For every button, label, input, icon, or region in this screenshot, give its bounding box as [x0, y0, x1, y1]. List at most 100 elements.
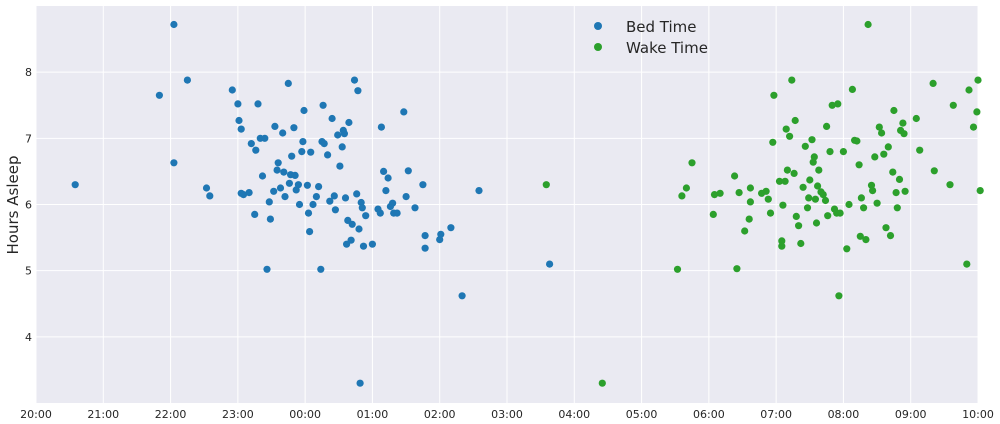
data-point	[437, 230, 445, 238]
x-tick-label: 03:00	[491, 408, 523, 421]
legend-item[interactable]: Wake Time	[594, 39, 708, 57]
data-point	[288, 152, 296, 160]
series-wake-time	[542, 20, 984, 387]
data-point	[276, 184, 285, 192]
data-points	[71, 20, 984, 387]
data-point	[298, 148, 306, 156]
data-point	[155, 91, 163, 99]
data-point	[377, 123, 385, 131]
data-point	[965, 86, 973, 94]
data-point	[280, 168, 288, 176]
x-tick-labels: 20:00 21:00 22:00 23:00 00:00 01:00 02:00 03:00…	[20, 408, 994, 421]
data-point	[336, 162, 344, 170]
data-point	[946, 181, 954, 189]
data-point	[890, 106, 898, 115]
data-point	[71, 181, 79, 189]
data-point	[354, 87, 362, 95]
data-point	[916, 146, 924, 154]
data-point	[309, 200, 317, 209]
data-point	[845, 200, 853, 209]
data-point	[973, 108, 981, 116]
data-point	[974, 76, 982, 84]
data-point	[892, 189, 900, 197]
data-point	[358, 204, 366, 212]
data-point	[969, 123, 978, 131]
data-point	[783, 166, 792, 174]
data-point	[411, 204, 419, 212]
data-point	[273, 166, 281, 174]
data-point	[857, 194, 866, 202]
data-point	[814, 182, 822, 190]
legend-marker	[594, 43, 602, 51]
legend-item[interactable]: Bed Time	[594, 18, 697, 36]
data-point	[779, 201, 787, 209]
data-point	[878, 129, 886, 137]
data-point	[808, 136, 816, 144]
data-point	[930, 167, 938, 175]
data-point	[340, 130, 348, 138]
data-point	[976, 187, 984, 195]
data-point	[546, 260, 554, 268]
data-point	[317, 265, 325, 273]
data-point	[341, 194, 350, 202]
x-tick-label: 07:00	[760, 408, 792, 421]
data-point	[805, 194, 813, 202]
data-point	[716, 189, 724, 197]
data-point	[376, 209, 384, 217]
data-point	[380, 167, 388, 175]
data-point	[862, 236, 870, 244]
data-point	[447, 224, 455, 232]
data-point	[306, 228, 314, 236]
x-tick-label: 20:00	[20, 408, 52, 421]
data-point	[324, 151, 332, 159]
data-point	[812, 219, 821, 227]
data-point	[795, 222, 803, 230]
data-point	[688, 159, 696, 167]
x-tick-label: 04:00	[558, 408, 590, 421]
data-point	[741, 227, 749, 235]
data-point	[873, 199, 881, 207]
data-point	[290, 124, 298, 132]
data-point	[234, 100, 242, 108]
data-point	[291, 171, 299, 179]
data-point	[864, 20, 872, 29]
data-point	[823, 122, 831, 130]
data-point	[775, 177, 784, 185]
data-point	[778, 242, 786, 250]
data-point	[319, 101, 327, 109]
y-tick-label: 4	[25, 331, 32, 344]
data-point	[598, 379, 606, 387]
data-point	[735, 189, 743, 197]
data-point	[271, 122, 279, 130]
x-tick-label: 23:00	[222, 408, 254, 421]
data-point	[338, 143, 346, 151]
data-point	[326, 197, 334, 205]
data-point	[810, 153, 818, 161]
data-point	[826, 148, 834, 156]
data-point	[261, 134, 269, 142]
data-point	[781, 177, 789, 185]
data-point	[884, 143, 892, 151]
data-point	[769, 138, 777, 146]
data-point	[709, 210, 717, 218]
data-point	[183, 76, 191, 84]
data-point	[303, 181, 311, 189]
x-tick-label: 02:00	[424, 408, 456, 421]
data-point	[799, 183, 807, 191]
data-point	[855, 161, 863, 169]
data-point	[770, 91, 778, 99]
data-point	[247, 140, 255, 148]
data-point	[356, 379, 364, 387]
data-point	[458, 292, 466, 300]
data-point	[285, 179, 293, 187]
data-point	[843, 245, 851, 253]
data-point	[834, 100, 842, 108]
legend[interactable]: Bed Time Wake Time	[594, 18, 708, 57]
data-point	[389, 199, 397, 207]
data-point	[746, 198, 755, 206]
x-tick-label: 06:00	[693, 408, 725, 421]
data-point	[889, 168, 897, 176]
data-point	[279, 129, 287, 137]
y-tick-label: 5	[25, 265, 32, 278]
